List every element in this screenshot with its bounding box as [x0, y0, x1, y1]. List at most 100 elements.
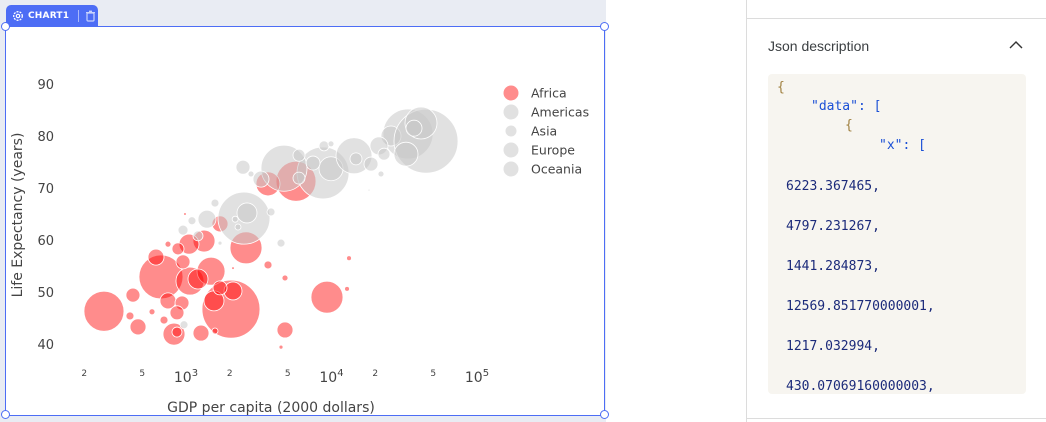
bubble-asia[interactable] [236, 202, 258, 224]
code-number: 1217.032994, [786, 339, 880, 354]
bubble-americas[interactable] [292, 171, 306, 185]
bubble-africa[interactable] [148, 308, 156, 316]
resize-handle-top-left[interactable] [1, 22, 10, 31]
y-tick-label: 70 [37, 182, 54, 197]
y-axis-title: Life Expectancy (years) [10, 133, 26, 298]
bubble-africa[interactable] [201, 279, 261, 339]
bubble-africa[interactable] [162, 322, 186, 346]
bubble-europe[interactable] [393, 141, 419, 167]
bubble-africa[interactable] [125, 287, 141, 303]
x-tick-label-major: 103 [174, 368, 198, 386]
bubble-africa[interactable] [281, 274, 289, 282]
chart-tab[interactable]: CHART1 [6, 5, 98, 26]
bubble-africa[interactable] [344, 286, 350, 292]
bubble-americas[interactable] [252, 170, 270, 188]
code-line: { [777, 80, 785, 95]
x-tick-label-major: 104 [319, 368, 343, 386]
json-key: "data": [ [811, 99, 882, 114]
divider [747, 418, 1046, 419]
bubble-europe[interactable] [327, 140, 335, 148]
bubble-africa[interactable] [169, 305, 185, 321]
chevron-up-icon[interactable] [1009, 40, 1023, 50]
legend-label-asia[interactable]: Asia [531, 124, 557, 139]
legend-marker-oceania[interactable] [503, 161, 519, 177]
bubble-africa[interactable] [196, 256, 226, 286]
bubble-asia[interactable] [266, 207, 276, 217]
trash-icon[interactable] [85, 10, 96, 22]
bubble-africa[interactable] [171, 242, 185, 256]
legend-marker-asia[interactable] [505, 125, 517, 137]
divider [78, 9, 80, 22]
code-number: 12569.851770000001, [786, 299, 935, 314]
bubble-africa[interactable] [192, 324, 210, 342]
bubble-europe[interactable] [377, 170, 385, 178]
bubble-africa[interactable] [223, 281, 243, 301]
bubble-americas[interactable] [247, 170, 255, 178]
legend-label-americas[interactable]: Americas [531, 105, 589, 120]
bubble-africa[interactable] [147, 248, 165, 266]
bubble-africa[interactable] [159, 292, 177, 310]
bubble-asia[interactable] [210, 198, 220, 208]
bubble-africa[interactable] [211, 327, 219, 335]
bubble-europe[interactable] [405, 119, 423, 137]
bubble-asia[interactable] [318, 140, 330, 152]
bubble-asia[interactable] [367, 188, 371, 192]
resize-handle-top-right[interactable] [600, 22, 609, 31]
bubble-africa[interactable] [212, 280, 228, 296]
resize-handle-bottom-left[interactable] [1, 410, 10, 419]
legend-label-europe[interactable]: Europe [531, 143, 575, 158]
bubble-africa[interactable] [310, 280, 344, 314]
chart-container[interactable]: 40 50 60 70 80 90 2 5 103 2 5 104 2 5 105 Africa Ameri… [5, 26, 605, 416]
resize-handle-bottom-right[interactable] [600, 410, 609, 419]
json-key: "x": [ [879, 138, 926, 153]
legend-marker-europe[interactable] [503, 142, 519, 158]
bubble-africa[interactable] [171, 326, 183, 338]
bubble-africa[interactable] [187, 268, 209, 290]
legend-label-oceania[interactable]: Oceania [531, 162, 582, 177]
legend-marker-americas[interactable] [503, 104, 519, 120]
bubble-asia[interactable] [231, 215, 239, 223]
legend-marker-africa[interactable] [503, 85, 519, 101]
section-title[interactable]: Json description [768, 38, 870, 54]
x-tick-label-minor: 5 [285, 369, 291, 379]
bubble-africa[interactable] [276, 321, 294, 339]
bubble-asia[interactable] [197, 209, 217, 229]
bubble-asia[interactable] [234, 223, 242, 231]
bubble-africa[interactable] [278, 344, 284, 350]
bubble-africa[interactable] [183, 212, 187, 216]
bubble-africa[interactable] [129, 318, 147, 336]
bubble-europe[interactable] [377, 147, 391, 161]
chart-tab-label: CHART1 [28, 10, 70, 21]
bubble-asia[interactable] [276, 238, 286, 248]
properties-panel: Json description { "data": [ { "x": [ 62… [746, 0, 1046, 422]
bubble-africa[interactable] [164, 240, 172, 248]
bubble-africa[interactable] [159, 315, 169, 325]
bubble-asia[interactable] [177, 224, 189, 236]
bubble-africa[interactable] [231, 266, 235, 270]
bubble-asia[interactable] [187, 216, 197, 226]
bubble-africa[interactable] [83, 290, 125, 332]
json-code-view[interactable]: { "data": [ { "x": [ 6223.367465, 4797.2… [768, 74, 1026, 394]
code-line: "data": [ [811, 99, 881, 114]
bubble-europe[interactable] [363, 156, 379, 172]
gear-icon[interactable] [12, 10, 24, 22]
bubble-americas[interactable] [235, 159, 251, 175]
bubble-asia[interactable] [192, 230, 204, 242]
bubble-americas[interactable] [292, 148, 306, 162]
code-line: "x": [ [879, 138, 926, 153]
bubble-africa[interactable] [174, 295, 190, 311]
bubble-asia[interactable] [179, 320, 189, 330]
bubble-africa[interactable] [175, 254, 191, 270]
x-axis-title: GDP per capita (2000 dollars) [167, 400, 375, 415]
bubble-europe[interactable] [349, 152, 363, 166]
bubble-asia[interactable] [217, 240, 223, 246]
bubble-africa[interactable] [346, 255, 352, 262]
x-tick-label-minor: 5 [139, 369, 145, 379]
legend-label-africa[interactable]: Africa [531, 86, 567, 101]
bubble-africa[interactable] [263, 260, 273, 270]
bubble-africa[interactable] [125, 311, 135, 321]
code-number: 4797.231267, [786, 219, 880, 234]
bubble-africa[interactable] [138, 254, 184, 300]
code-line: { [845, 118, 853, 133]
bubble-americas[interactable] [305, 155, 321, 171]
